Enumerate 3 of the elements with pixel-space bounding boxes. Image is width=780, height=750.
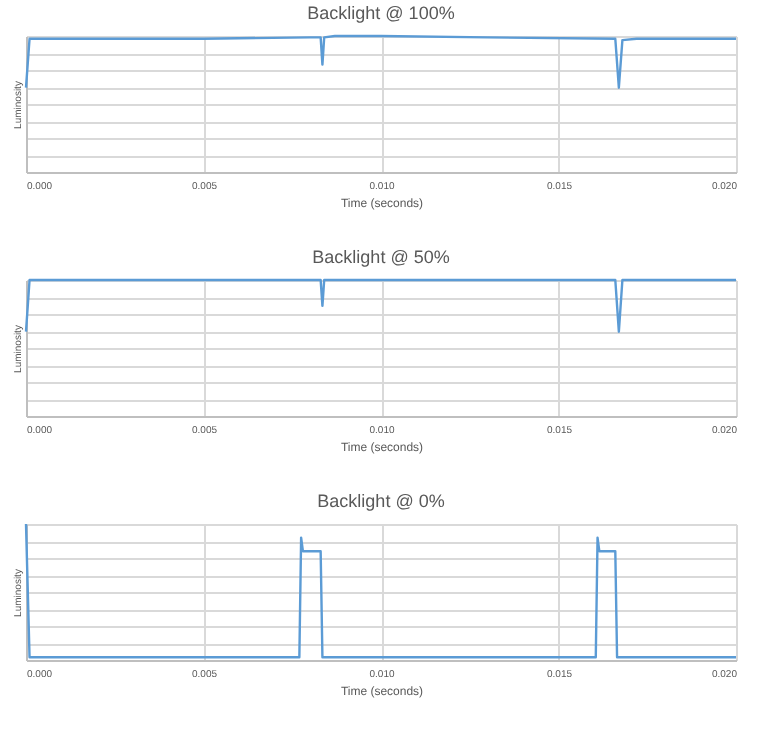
chart-title: Backlight @ 100% [307,2,455,23]
chart-title: Backlight @ 50% [312,246,450,267]
chart-title: Backlight @ 0% [317,490,445,511]
